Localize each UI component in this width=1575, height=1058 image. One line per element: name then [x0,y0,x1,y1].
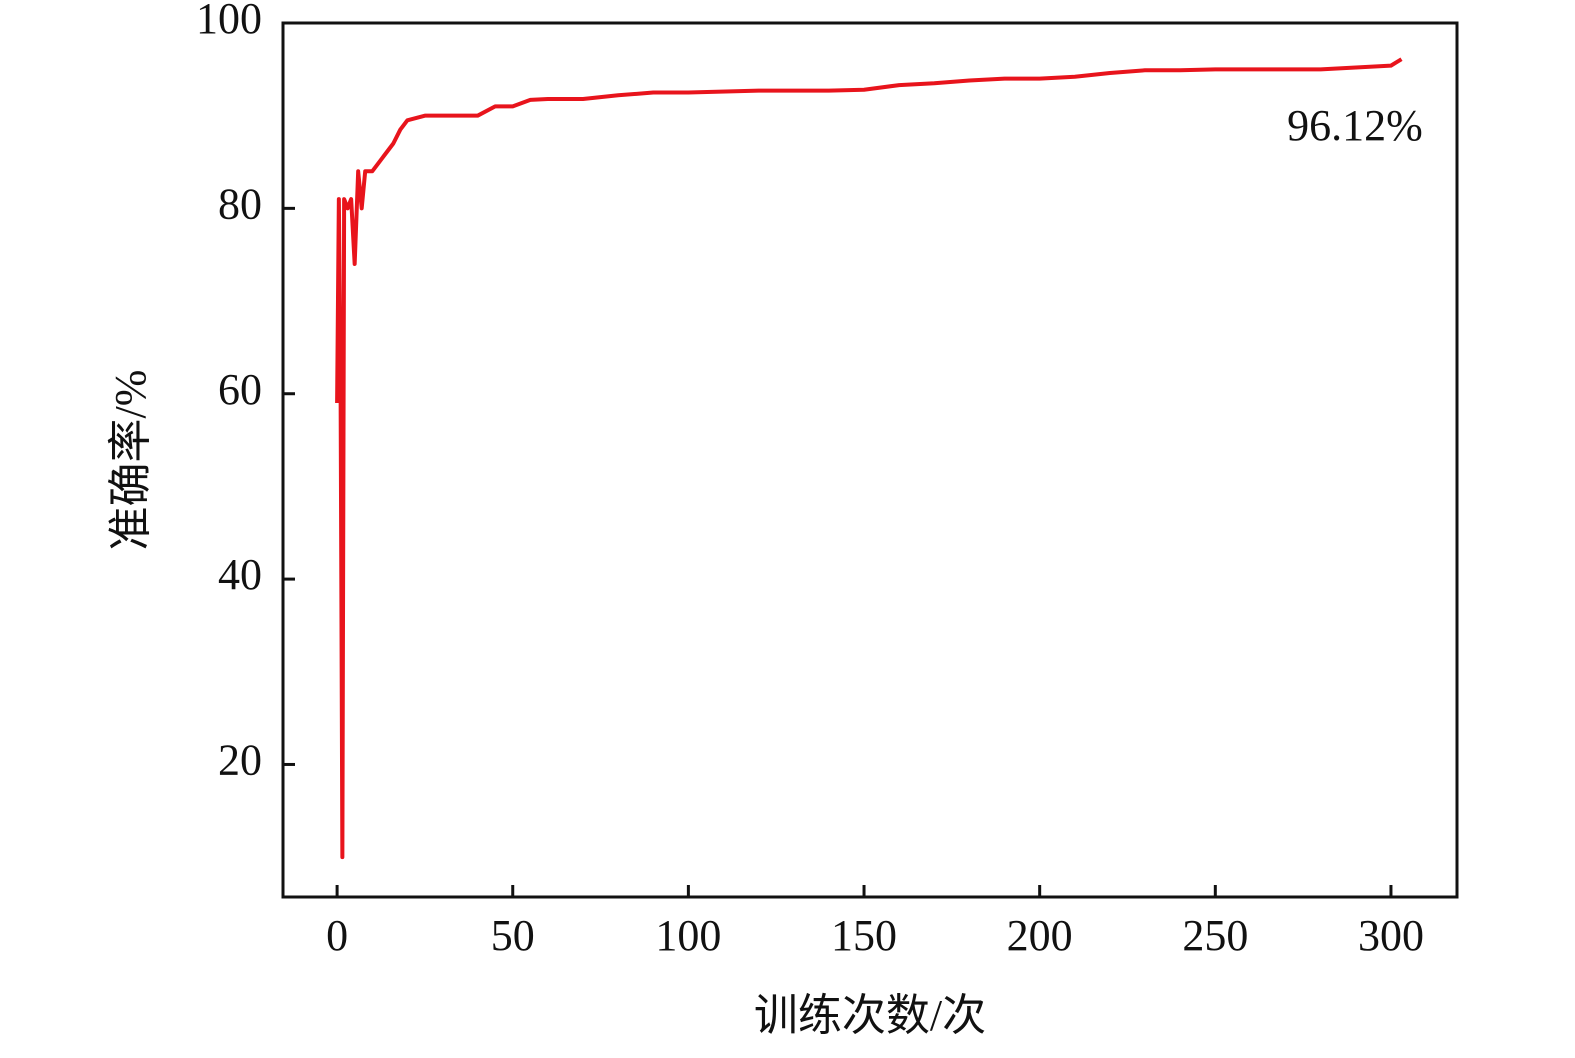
y-tick-label: 40 [218,550,262,599]
x-tick-label: 150 [831,911,897,960]
y-axis-label: 准确率/% [106,370,155,551]
annotation: 96.12% [1287,101,1423,150]
plot-frame [281,21,1459,899]
data-line [335,57,1403,860]
x-tick-label: 300 [1358,911,1424,960]
y-tick-label: 20 [218,736,262,785]
x-tick-label: 200 [1007,911,1073,960]
x-axis-label: 训练次数/次 [754,991,986,1040]
x-tick-label: 250 [1182,911,1248,960]
x-tick-label: 0 [326,911,348,960]
x-tick-label: 50 [491,911,535,960]
x-tick-label: 100 [655,911,721,960]
y-tick-label: 100 [196,0,262,43]
y-tick-label: 80 [218,179,262,228]
y-tick-label: 60 [218,365,262,414]
